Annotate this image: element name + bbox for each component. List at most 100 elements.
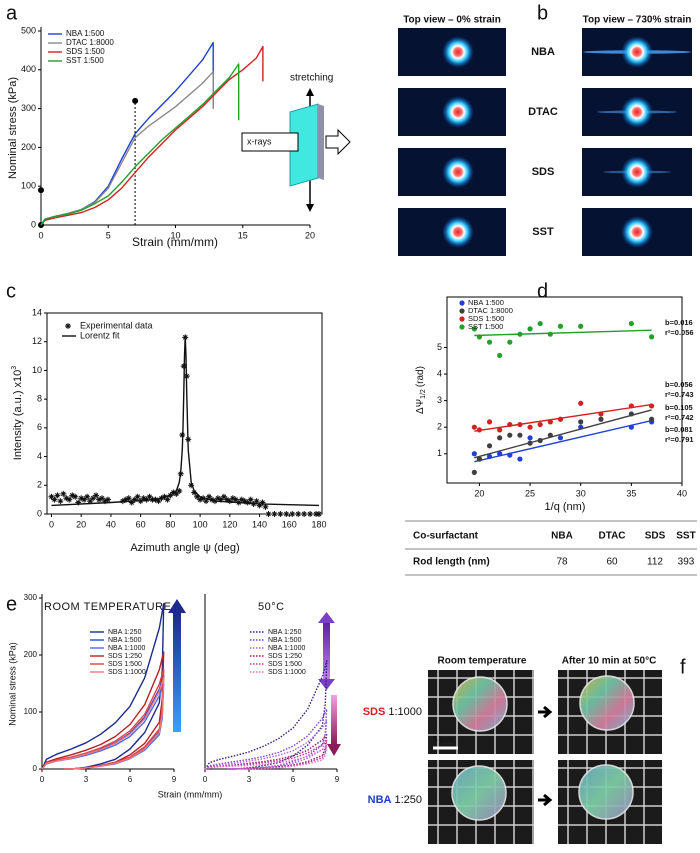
rod-length-table: Co-surfactant NBA DTAC SDS SST Rod lengt… <box>405 520 697 576</box>
data-point <box>295 511 302 517</box>
marker-point <box>38 187 44 194</box>
table-cell: 60 <box>606 557 618 568</box>
data-point <box>90 495 97 502</box>
arrow <box>538 793 553 807</box>
legend-label: SDS 1:500 <box>108 661 142 668</box>
arrow <box>538 705 553 719</box>
data-point <box>507 432 513 438</box>
scatter-spot <box>621 36 653 68</box>
table-header: DTAC <box>598 531 625 542</box>
table-header: NBA <box>551 531 573 542</box>
data-point <box>125 495 132 502</box>
legend-symbol <box>459 300 465 306</box>
data-point <box>48 493 55 500</box>
data-point <box>176 488 183 495</box>
film-disc <box>451 765 507 821</box>
sample-edge <box>318 104 324 180</box>
fit-line <box>474 419 652 463</box>
data-point <box>226 498 233 505</box>
data-point <box>271 511 278 517</box>
photo-column-title: After 10 min at 50°C <box>562 656 657 667</box>
beam-box <box>241 132 299 152</box>
marker-point <box>132 97 139 104</box>
data-line <box>40 45 264 226</box>
legend-label: DTAC 1:8000 <box>66 38 114 47</box>
data-point <box>173 490 180 497</box>
data-point <box>517 432 523 438</box>
x-tick-label: 180 <box>312 519 327 529</box>
stretch-label: stretching <box>290 73 333 84</box>
subtitle: 50°C <box>258 601 285 613</box>
data-point <box>283 511 290 517</box>
sample-photos: Room temperature After 10 min at 50°C 5 … <box>363 656 662 844</box>
legend-label: SDS 1:250 <box>108 653 142 660</box>
y-axis-label-part: (rad) <box>415 366 426 387</box>
data-point <box>75 499 82 506</box>
x-tick-label: 60 <box>136 519 146 529</box>
x-tick-label: 160 <box>282 519 297 529</box>
data-point <box>527 424 533 430</box>
data-point <box>578 400 584 406</box>
data-point <box>649 334 655 340</box>
x-tick-label: 10 <box>170 230 180 240</box>
scatter-spot <box>442 216 474 248</box>
y-tick-label: 0 <box>37 508 42 518</box>
y-tick-label: 300 <box>21 103 36 113</box>
x-axis-label: Azimuth angle ψ (deg) <box>130 542 239 554</box>
legend-label: NBA 1:1000 <box>268 645 305 652</box>
legend-label: SDS 1:500 <box>66 47 105 56</box>
film-disc <box>578 764 634 820</box>
x-tick-label: 25 <box>525 488 535 498</box>
data-line <box>204 739 328 770</box>
scatter-spot <box>621 96 653 128</box>
fit-label: b=0.016 <box>665 318 693 327</box>
data-point <box>307 511 314 517</box>
scale-bar-label: 5 mm <box>433 735 454 744</box>
sample-ratio: 1:250 <box>394 794 422 806</box>
scattering-images: Top view – 0% strain Top view – 730% str… <box>398 15 692 256</box>
table-cell: 112 <box>647 557 663 568</box>
data-line <box>41 603 165 770</box>
data-point <box>557 323 564 329</box>
data-point <box>649 416 655 422</box>
data-point <box>220 493 227 500</box>
data-line <box>204 708 328 770</box>
fit-line <box>474 329 652 337</box>
fit-label: b=0.081 <box>665 425 693 434</box>
data-line <box>41 677 165 770</box>
x-tick-label: 6 <box>128 775 133 784</box>
panel-label: f <box>680 656 686 678</box>
data-point <box>316 511 323 517</box>
photo-row-label: NBA 1:250 <box>368 794 422 806</box>
y-tick-label: 100 <box>24 707 38 716</box>
x-tick-label: 0 <box>203 775 208 784</box>
x-tick-label: 6 <box>291 775 296 784</box>
film-disc <box>452 676 508 732</box>
x-tick-label: 80 <box>165 519 175 529</box>
data-point <box>206 493 213 500</box>
y-tick-label: 14 <box>32 307 42 317</box>
legend-symbol <box>459 324 465 330</box>
x-tick-label: 15 <box>238 230 248 240</box>
legend-symbol <box>65 323 71 329</box>
y-tick-label: 0 <box>33 764 38 773</box>
beam-label: x-rays <box>247 136 272 146</box>
data-point <box>197 496 204 503</box>
data-point <box>256 502 263 509</box>
photo-column-title: Room temperature <box>438 656 527 667</box>
fit-line <box>474 403 652 432</box>
data-point <box>259 499 266 506</box>
data-point <box>247 496 254 503</box>
x-tick-label: 20 <box>76 519 86 529</box>
y-tick-label: 2 <box>37 480 42 490</box>
panel-label: d <box>537 280 548 302</box>
trend-arrow <box>331 695 337 745</box>
data-point <box>497 427 503 433</box>
data-point <box>517 456 523 462</box>
y-tick-label: 4 <box>37 451 42 461</box>
sample-name: SDS <box>363 706 386 718</box>
data-point <box>497 435 503 441</box>
data-point <box>238 496 245 503</box>
legend-label: NBA 1:500 <box>108 637 142 644</box>
y-axis-label: Intensity (a.u.) x103 <box>11 366 24 461</box>
